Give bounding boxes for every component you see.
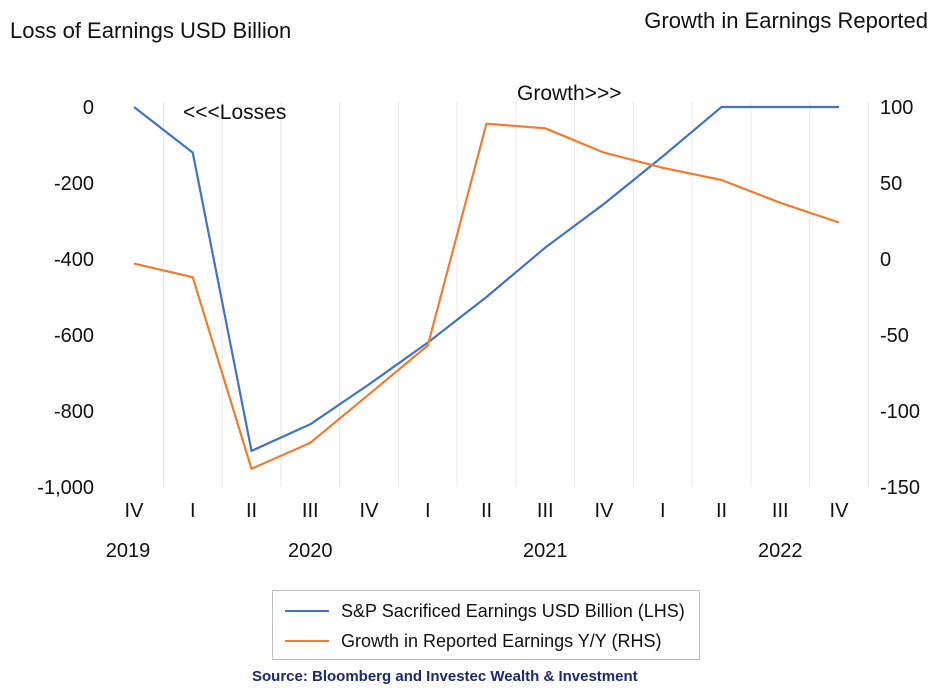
left-axis-tick: -200 — [54, 173, 94, 195]
x-axis-tick: III — [537, 500, 554, 522]
x-axis-tick: IV — [595, 500, 615, 522]
right-axis-tick: 100 — [880, 97, 913, 119]
sp-sacrificed-earnings-line — [133, 105, 839, 452]
right-axis-tick: -50 — [880, 325, 909, 347]
left-axis-tick: -800 — [54, 401, 94, 423]
x-axis-tick: I — [425, 500, 431, 522]
year-label: 2019 — [106, 540, 151, 562]
left-axis-tick: -600 — [54, 325, 94, 347]
x-axis-tick: II — [716, 500, 727, 522]
legend-swatch-orange — [285, 640, 329, 642]
legend-label: S&P Sacrificed Earnings USD Billion (LHS… — [341, 600, 685, 621]
legend-item-sp-earnings: S&P Sacrificed Earnings USD Billion (LHS… — [285, 599, 685, 623]
right-axis-tick: -150 — [880, 477, 920, 499]
legend: S&P Sacrificed Earnings USD Billion (LHS… — [272, 590, 700, 660]
x-axis-tick: II — [246, 500, 257, 522]
x-axis-tick: I — [190, 500, 196, 522]
growth-annotation: Growth>>> — [517, 82, 621, 105]
legend-label: Growth in Reported Earnings Y/Y (RHS) — [341, 630, 662, 651]
left-axis-tick: -400 — [54, 249, 94, 271]
right-axis-title: Growth in Earnings Reported — [644, 8, 928, 33]
left-axis-tick: -1,000 — [37, 477, 94, 499]
year-label: 2021 — [523, 540, 568, 562]
x-axis-tick: IV — [360, 500, 380, 522]
right-axis-tick: 0 — [880, 249, 891, 271]
x-axis-tick: III — [772, 500, 789, 522]
left-axis-title: Loss of Earnings USD Billion — [10, 18, 292, 43]
losses-annotation: <<<Losses — [183, 101, 286, 124]
legend-item-growth: Growth in Reported Earnings Y/Y (RHS) — [285, 629, 661, 653]
year-label: 2022 — [758, 540, 803, 562]
x-axis-tick: IV — [125, 500, 145, 522]
right-axis-tick: 50 — [880, 173, 902, 195]
x-axis-tick: I — [660, 500, 666, 522]
x-axis-tick: III — [302, 500, 319, 522]
right-axis-tick: -100 — [880, 401, 920, 423]
x-axis-tick: II — [481, 500, 492, 522]
earnings-growth-line — [133, 122, 840, 470]
legend-swatch-blue — [285, 610, 329, 612]
left-axis-tick: 0 — [83, 97, 94, 119]
year-label: 2020 — [288, 540, 333, 562]
x-axis-tick: IV — [830, 500, 850, 522]
source-note: Source: Bloomberg and Investec Wealth & … — [252, 668, 638, 685]
